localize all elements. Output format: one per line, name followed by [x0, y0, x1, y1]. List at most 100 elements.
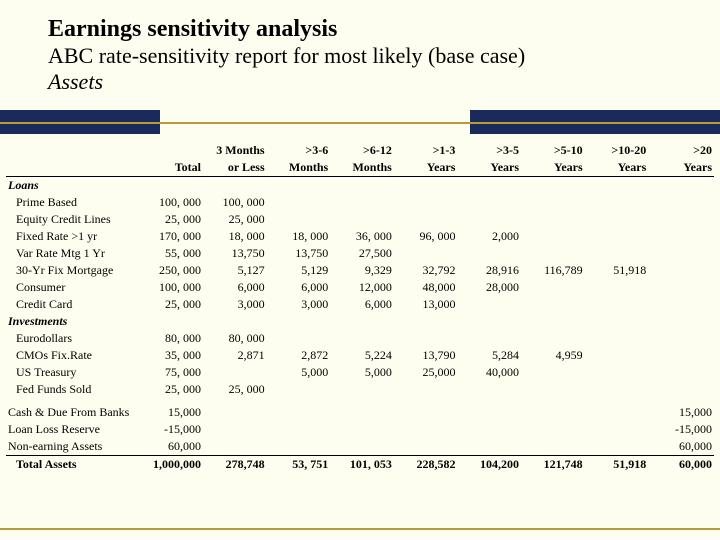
cell: 18, 000 — [267, 228, 331, 245]
cell — [203, 421, 267, 438]
cell — [585, 421, 649, 438]
cell — [330, 194, 394, 211]
sensitivity-table: 3 Months>3-6>6-12>1-3>3-5>5-10>10-20>20T… — [6, 142, 714, 473]
cell: 51,918 — [585, 262, 649, 279]
col-header: >10-20 — [585, 142, 649, 159]
cell — [585, 211, 649, 228]
table-row: Fed Funds Sold25, 00025, 000 — [6, 381, 714, 398]
cell: 1,000,000 — [139, 456, 203, 474]
table-row: Total Assets1,000,000278,74853, 751101, … — [6, 456, 714, 474]
cell: 4,959 — [521, 347, 585, 364]
table-header: 3 Months>3-6>6-12>1-3>3-5>5-10>10-20>20T… — [6, 142, 714, 177]
col-header: 3 Months — [203, 142, 267, 159]
cell — [203, 438, 267, 456]
table-row: CMOs Fix.Rate35, 0002,8712,8725,22413,79… — [6, 347, 714, 364]
cell — [394, 211, 458, 228]
cell: 15,000 — [139, 404, 203, 421]
table-body: LoansPrime Based100, 000100, 000Equity C… — [6, 177, 714, 474]
cell — [585, 330, 649, 347]
cell — [267, 194, 331, 211]
cell: 60,000 — [139, 438, 203, 456]
cell: 13,000 — [394, 296, 458, 313]
cell: 25, 000 — [139, 296, 203, 313]
title-line-1: Earnings sensitivity analysis — [48, 16, 700, 43]
cell — [521, 364, 585, 381]
section-heading: Loans — [6, 177, 714, 195]
cell — [521, 330, 585, 347]
cell: 101, 053 — [330, 456, 394, 474]
cell: 6,000 — [330, 296, 394, 313]
cell — [521, 228, 585, 245]
col-header — [6, 159, 139, 177]
cell: 170, 000 — [139, 228, 203, 245]
cell — [521, 245, 585, 262]
cell — [457, 296, 521, 313]
cell — [394, 438, 458, 456]
col-header: or Less — [203, 159, 267, 177]
cell: Fed Funds Sold — [6, 381, 139, 398]
col-header — [6, 142, 139, 159]
col-header: Years — [648, 159, 714, 177]
cell: 5,224 — [330, 347, 394, 364]
cell: Var Rate Mtg 1 Yr — [6, 245, 139, 262]
cell: 12,000 — [330, 279, 394, 296]
cell — [267, 404, 331, 421]
cell — [267, 381, 331, 398]
cell: 5,129 — [267, 262, 331, 279]
cell — [521, 194, 585, 211]
cell: 6,000 — [203, 279, 267, 296]
cell: 75, 000 — [139, 364, 203, 381]
cell: Equity Credit Lines — [6, 211, 139, 228]
table-row: Eurodollars80, 00080, 000 — [6, 330, 714, 347]
cell — [585, 194, 649, 211]
col-header: >1-3 — [394, 142, 458, 159]
cell: 28,916 — [457, 262, 521, 279]
cell: 13,750 — [203, 245, 267, 262]
cell: 40,000 — [457, 364, 521, 381]
table-row: Non-earning Assets60,00060,000 — [6, 438, 714, 456]
col-header: Total — [139, 159, 203, 177]
cell — [521, 404, 585, 421]
col-header: >6-12 — [330, 142, 394, 159]
col-header — [139, 142, 203, 159]
cell — [330, 421, 394, 438]
cell: 100, 000 — [139, 279, 203, 296]
cell: Fixed Rate >1 yr — [6, 228, 139, 245]
cell — [267, 421, 331, 438]
cell — [394, 245, 458, 262]
cell: 13,750 — [267, 245, 331, 262]
table-row: Var Rate Mtg 1 Yr55, 00013,75013,75027,5… — [6, 245, 714, 262]
col-header: >20 — [648, 142, 714, 159]
cell: 13,790 — [394, 347, 458, 364]
cell: 96, 000 — [394, 228, 458, 245]
cell: 5,284 — [457, 347, 521, 364]
cell — [457, 438, 521, 456]
cell — [457, 404, 521, 421]
cell: CMOs Fix.Rate — [6, 347, 139, 364]
col-header: Months — [330, 159, 394, 177]
cell — [330, 438, 394, 456]
table-row: Cash & Due From Banks15,00015,000 — [6, 404, 714, 421]
cell: -15,000 — [648, 421, 714, 438]
cell — [267, 330, 331, 347]
cell: 250, 000 — [139, 262, 203, 279]
cell: 60,000 — [648, 456, 714, 474]
cell — [521, 421, 585, 438]
sensitivity-table-wrap: 3 Months>3-6>6-12>1-3>3-5>5-10>10-20>20T… — [6, 142, 714, 473]
cell — [648, 279, 714, 296]
cell — [648, 381, 714, 398]
table-row: Prime Based100, 000100, 000 — [6, 194, 714, 211]
cell: 48,000 — [394, 279, 458, 296]
cell: -15,000 — [139, 421, 203, 438]
cell: Consumer — [6, 279, 139, 296]
cell — [394, 381, 458, 398]
cell: 5,000 — [267, 364, 331, 381]
cell — [648, 245, 714, 262]
title-line-2: ABC rate-sensitivity report for most lik… — [48, 43, 700, 69]
cell — [330, 381, 394, 398]
cell — [585, 347, 649, 364]
cell: 2,000 — [457, 228, 521, 245]
cell: 228,582 — [394, 456, 458, 474]
col-header: Years — [521, 159, 585, 177]
cell — [394, 404, 458, 421]
